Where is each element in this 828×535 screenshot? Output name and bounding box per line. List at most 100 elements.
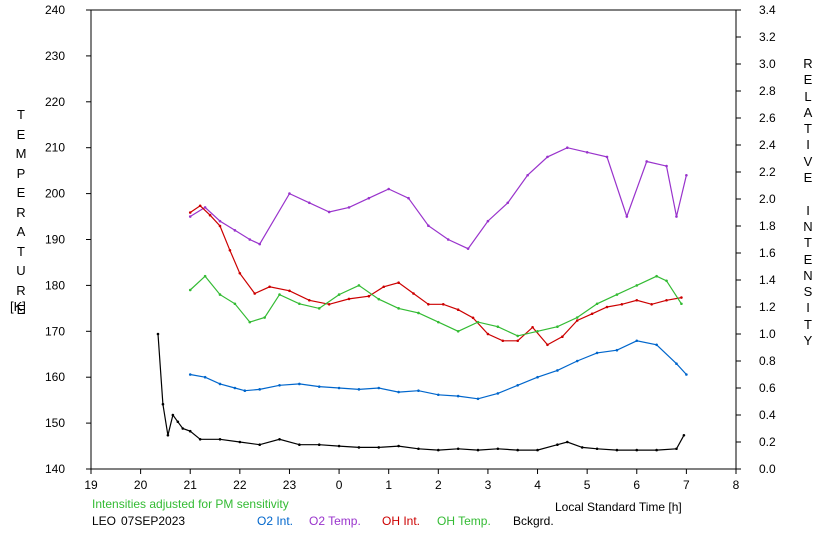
series-point-0 — [397, 390, 400, 394]
series-point-3 — [188, 288, 192, 292]
series-point-4 — [516, 448, 519, 452]
series-point-2 — [561, 335, 564, 339]
series-point-4 — [357, 446, 361, 449]
series-point-2 — [327, 303, 331, 306]
series-point-4 — [580, 446, 584, 449]
left-axis-letter: U — [16, 263, 26, 278]
x-tick-label: 23 — [283, 478, 297, 492]
series-point-3 — [233, 302, 237, 306]
series-point-0 — [675, 362, 678, 366]
y-right-tick-label: 0.2 — [759, 435, 776, 449]
right-axis-letter: R — [803, 56, 813, 71]
series-point-3 — [397, 307, 400, 310]
series-point-2 — [665, 298, 668, 302]
series-point-2 — [650, 303, 653, 306]
series-point-1 — [308, 201, 311, 205]
series-point-3 — [337, 293, 341, 296]
x-tick-label: 1 — [385, 478, 392, 492]
series-point-1 — [645, 160, 648, 163]
series-line-0 — [190, 340, 687, 400]
series-point-4 — [377, 446, 381, 449]
y-left-tick-label: 180 — [45, 278, 65, 292]
series-point-2 — [441, 303, 445, 306]
series-point-4 — [655, 448, 658, 452]
series-point-0 — [556, 369, 559, 372]
series-point-0 — [258, 388, 261, 391]
right-axis-letter: L — [804, 88, 812, 104]
series-point-3 — [680, 302, 683, 306]
series-point-3 — [203, 274, 207, 278]
series-point-1 — [407, 196, 410, 200]
series-point-4 — [337, 444, 341, 448]
series-point-1 — [566, 146, 569, 149]
series-point-2 — [516, 339, 519, 343]
right-axis-letter: I — [806, 202, 810, 218]
y-left-tick-label: 220 — [45, 95, 65, 109]
x-tick-label: 20 — [134, 478, 148, 492]
y-right-tick-label: 0.6 — [759, 381, 776, 395]
series-point-3 — [263, 316, 266, 319]
series-point-0 — [188, 373, 192, 376]
series-point-2 — [367, 294, 371, 298]
right-axis-letter: N — [803, 267, 813, 283]
series-point-3 — [298, 302, 301, 306]
series-point-3 — [377, 297, 381, 301]
series-point-2 — [575, 319, 579, 322]
date-label: 07SEP2023 — [121, 514, 186, 528]
series-point-0 — [203, 375, 207, 379]
series-point-2 — [188, 211, 192, 214]
series-point-1 — [585, 150, 589, 154]
right-axis-letter: T — [804, 235, 812, 251]
series-line-1 — [189, 147, 687, 250]
series-point-1 — [288, 192, 291, 195]
right-axis-letter: A — [803, 104, 813, 120]
series-point-3 — [665, 279, 668, 283]
series-point-1 — [605, 155, 609, 159]
left-axis-letter: A — [16, 224, 26, 239]
site-label: LEO — [92, 514, 117, 528]
series-line-2 — [189, 205, 682, 346]
series-point-1 — [546, 155, 549, 159]
series-point-0 — [476, 397, 480, 401]
series-point-2 — [486, 332, 490, 336]
y-right-tick-label: 2.8 — [759, 84, 776, 98]
series-point-3 — [218, 293, 222, 296]
series-point-0 — [456, 394, 460, 398]
series-point-4 — [188, 429, 192, 433]
series-point-1 — [427, 224, 430, 228]
series-point-0 — [536, 375, 539, 379]
x-tick-label: 8 — [733, 478, 740, 492]
series-point-2 — [456, 308, 460, 312]
series-point-4 — [218, 438, 222, 441]
series-point-0 — [233, 386, 237, 390]
x-tick-label: 21 — [184, 478, 198, 492]
series-point-4 — [198, 438, 202, 441]
series-point-4 — [181, 427, 185, 430]
series-point-4 — [317, 443, 321, 447]
y-right-tick-label: 1.4 — [759, 273, 776, 287]
left-axis-letter: M — [15, 146, 27, 161]
y-right-tick-label: 1.6 — [759, 246, 776, 260]
series-point-2 — [412, 292, 415, 295]
series-point-4 — [156, 332, 160, 336]
y-right-tick-label: 3.0 — [759, 57, 776, 71]
series-point-1 — [387, 187, 390, 191]
x-tick-label: 4 — [534, 478, 541, 492]
y-left-tick-label: 240 — [45, 3, 65, 17]
series-point-4 — [258, 443, 261, 447]
series-point-0 — [243, 389, 247, 393]
series-point-1 — [327, 210, 331, 214]
right-axis-letter: V — [803, 153, 813, 169]
series-point-1 — [233, 229, 237, 232]
series-point-4 — [166, 433, 170, 437]
series-point-4 — [176, 420, 180, 424]
series-point-3 — [516, 334, 519, 338]
left-axis-letter: P — [16, 165, 26, 181]
legend-entry: OH Int. — [382, 514, 421, 528]
series-point-3 — [248, 320, 252, 324]
series-point-2 — [268, 285, 271, 289]
y-left-tick-label: 160 — [45, 370, 65, 384]
right-axis-letter: I — [806, 300, 810, 316]
series-point-3 — [417, 311, 420, 315]
